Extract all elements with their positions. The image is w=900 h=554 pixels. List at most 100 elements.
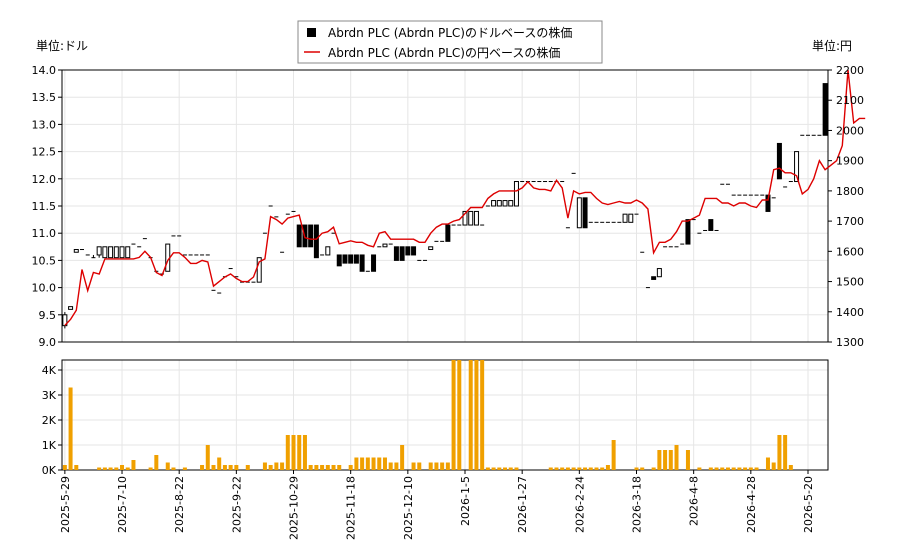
volume-bar [262,462,267,470]
left-tick-label: 10.5 [32,254,57,267]
candle-body [336,254,342,267]
left-tick-label: 12.0 [32,173,57,186]
right-tick-label: 2200 [836,64,864,77]
left-tick-label: 13.5 [32,91,57,104]
x-tick-label: 2025-8-22 [173,476,186,533]
volume-bar [325,465,330,470]
volume-bar [577,467,582,470]
right-tick-label: 1600 [836,245,864,258]
volume-bar [302,435,307,470]
candle-body [119,246,125,259]
volume-bar [280,462,285,470]
candle-body [113,246,119,259]
volume-bar [314,465,319,470]
volume-bar [102,467,107,470]
volume-bar [417,462,422,470]
volume-bar [171,467,176,470]
volume-bar [400,445,405,470]
volume-bar [182,467,187,470]
candle-body [96,246,102,256]
candle-body [473,210,479,226]
candle-body [256,257,262,283]
x-tick-label: 2025-7-10 [116,476,129,533]
volume-bar [200,465,205,470]
candle-body [794,151,800,183]
left-tick-label: 9.5 [39,309,57,322]
candle-body [496,200,502,207]
x-tick-label: 2025-10-29 [288,476,301,540]
x-tick-label: 2026-3-18 [631,476,644,533]
right-unit-label: 単位:円 [812,38,852,53]
legend: Abrdn PLC (Abrdn PLC)のドルベースの株価 Abrdn PLC… [297,20,603,64]
volume-bar [365,457,370,470]
candle-body [359,254,365,272]
x-tick-label: 2026-1-5 [459,476,472,526]
candle-body [445,224,451,242]
candle-body [685,219,691,245]
left-tick-label: 14.0 [32,64,57,77]
volume-bar [714,467,719,470]
x-tick-label: 2026-4-8 [688,476,701,526]
candle-body [582,197,588,229]
volume-bar [308,465,313,470]
candle-body [765,194,771,212]
volume-bar [354,457,359,470]
volume-bar [434,462,439,470]
volume-bar [228,465,233,470]
volume-bar [285,435,290,470]
left-unit-label: 単位:ドル [36,38,88,53]
candle-body [776,142,782,180]
x-tick-label: 2025-11-18 [345,476,358,540]
x-tick-label: 2025-5-29 [59,476,72,533]
candle-body [296,224,302,248]
volume-bar [725,467,730,470]
left-tick-label: 13.0 [32,118,57,131]
x-tick-label: 2026-5-20 [802,476,815,533]
candle-body [628,213,634,223]
x-tick-label: 2026-4-28 [745,476,758,533]
volume-bar [554,467,559,470]
candle-body [622,213,628,223]
volume-bar [68,387,73,470]
volume-bar [97,467,102,470]
volume-tick-label: 1K [42,439,57,452]
candle-body [125,246,131,259]
candle-body [68,306,74,310]
right-tick-label: 2100 [836,94,864,107]
right-tick-label: 1900 [836,155,864,168]
volume-bar [440,462,445,470]
volume-bar [565,467,570,470]
volume-bar [114,467,119,470]
volume-panel-frame [61,359,829,471]
volume-tick-label: 0K [42,464,57,477]
volume-bar [211,465,216,470]
candle-body [308,224,314,248]
candle-body [73,249,79,253]
volume-bar [743,467,748,470]
volume-bar [548,467,553,470]
candle-body [393,246,399,261]
right-tick-label: 1400 [836,306,864,319]
volume-tick-label: 3K [42,389,57,402]
volume-bar [394,462,399,470]
left-tick-label: 12.5 [32,146,57,159]
volume-bar [771,462,776,470]
volume-bar [457,360,462,470]
candle-body [822,83,828,136]
volume-bar [377,457,382,470]
candle-body [62,314,68,327]
volume-bar [748,467,753,470]
volume-bar [777,435,782,470]
volume-bar [605,465,610,470]
x-tick-label: 2026-1-27 [516,476,529,533]
volume-bar [697,467,702,470]
volume-bar [583,467,588,470]
left-tick-label: 10.0 [32,282,57,295]
volume-bar [491,467,496,470]
volume-panel [61,359,829,471]
volume-bar [485,467,490,470]
volume-bar [222,465,227,470]
volume-bar [737,467,742,470]
volume-bar [382,457,387,470]
volume-bar [754,467,759,470]
